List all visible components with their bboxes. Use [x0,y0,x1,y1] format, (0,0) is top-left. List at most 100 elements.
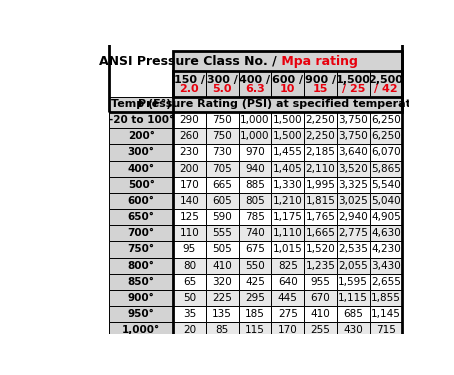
Text: 1,000°: 1,000° [122,325,160,335]
Bar [173,258,206,274]
Bar [109,144,173,160]
Text: 1,145: 1,145 [371,309,401,319]
Text: 5.0: 5.0 [212,84,232,94]
Text: 800°: 800° [128,261,155,271]
Bar [206,160,238,177]
Bar [304,225,337,242]
Text: 3,025: 3,025 [338,196,368,206]
Text: 505: 505 [212,244,232,254]
Text: 110: 110 [179,228,199,238]
Bar [206,258,238,274]
Text: Mpa rating: Mpa rating [277,55,358,68]
Bar [337,209,370,225]
Text: 970: 970 [245,147,265,158]
Text: 2,110: 2,110 [306,164,336,174]
Bar [173,51,402,338]
Bar [304,193,337,209]
Text: 1,210: 1,210 [273,196,302,206]
Bar [271,290,304,306]
Bar [238,160,271,177]
Bar [173,97,402,112]
Text: 675: 675 [245,244,265,254]
Bar [337,193,370,209]
Bar [238,306,271,322]
Bar [206,306,238,322]
Text: 1,855: 1,855 [371,293,401,303]
Bar [173,112,206,128]
Text: 3,520: 3,520 [338,164,368,174]
Bar [109,306,173,322]
Bar [109,274,173,290]
Bar [337,128,370,144]
Bar [206,71,238,97]
Bar [173,193,206,209]
Text: 1,520: 1,520 [306,244,336,254]
Text: 4,630: 4,630 [371,228,401,238]
Text: 555: 555 [212,228,232,238]
Bar [304,177,337,193]
Bar [370,193,402,209]
Bar [173,274,206,290]
Bar [304,274,337,290]
Bar [271,274,304,290]
Bar [109,112,173,128]
Bar [109,177,173,193]
Text: 2,655: 2,655 [371,277,401,287]
Text: 5,040: 5,040 [371,196,401,206]
Text: 750: 750 [212,115,232,125]
Text: 200°: 200° [128,131,155,141]
Text: 135: 135 [212,309,232,319]
Bar [370,274,402,290]
Text: 1,175: 1,175 [273,212,303,222]
Text: 4,230: 4,230 [371,244,401,254]
Bar [337,71,370,97]
Bar [271,71,304,97]
Bar [304,128,337,144]
Bar [238,242,271,258]
Text: 885: 885 [245,180,265,190]
Text: 125: 125 [179,212,199,222]
Text: 730: 730 [212,147,232,158]
Bar [337,144,370,160]
Bar [238,112,271,128]
Bar [206,193,238,209]
Bar [370,290,402,306]
Bar [304,71,337,97]
Bar [304,306,337,322]
Bar [238,274,271,290]
Bar [173,51,402,71]
Text: 785: 785 [245,212,265,222]
Bar [304,112,337,128]
Text: 1,500: 1,500 [336,75,370,85]
Bar [337,274,370,290]
Bar [271,225,304,242]
Bar [173,128,206,144]
Text: 410: 410 [311,309,331,319]
Bar [370,177,402,193]
Bar [206,177,238,193]
Bar [304,160,337,177]
Text: 2.0: 2.0 [180,84,199,94]
Text: 2,250: 2,250 [306,115,336,125]
Bar [271,193,304,209]
Bar [370,242,402,258]
Text: 1,995: 1,995 [306,180,336,190]
Bar [271,112,304,128]
Text: 1,405: 1,405 [273,164,302,174]
Text: 1,000: 1,000 [240,131,270,141]
Text: 6,250: 6,250 [371,131,401,141]
Bar [206,274,238,290]
Text: 750: 750 [212,131,232,141]
Bar [206,290,238,306]
Text: 400 /: 400 / [239,75,271,85]
Text: 750°: 750° [128,244,155,254]
Text: 670: 670 [311,293,331,303]
Bar [370,322,402,338]
Text: 6,250: 6,250 [371,115,401,125]
Text: 550: 550 [245,261,265,271]
Text: 140: 140 [179,196,199,206]
Text: 1,330: 1,330 [273,180,302,190]
Text: / 42: / 42 [374,84,398,94]
Bar [370,160,402,177]
Bar [304,322,337,338]
